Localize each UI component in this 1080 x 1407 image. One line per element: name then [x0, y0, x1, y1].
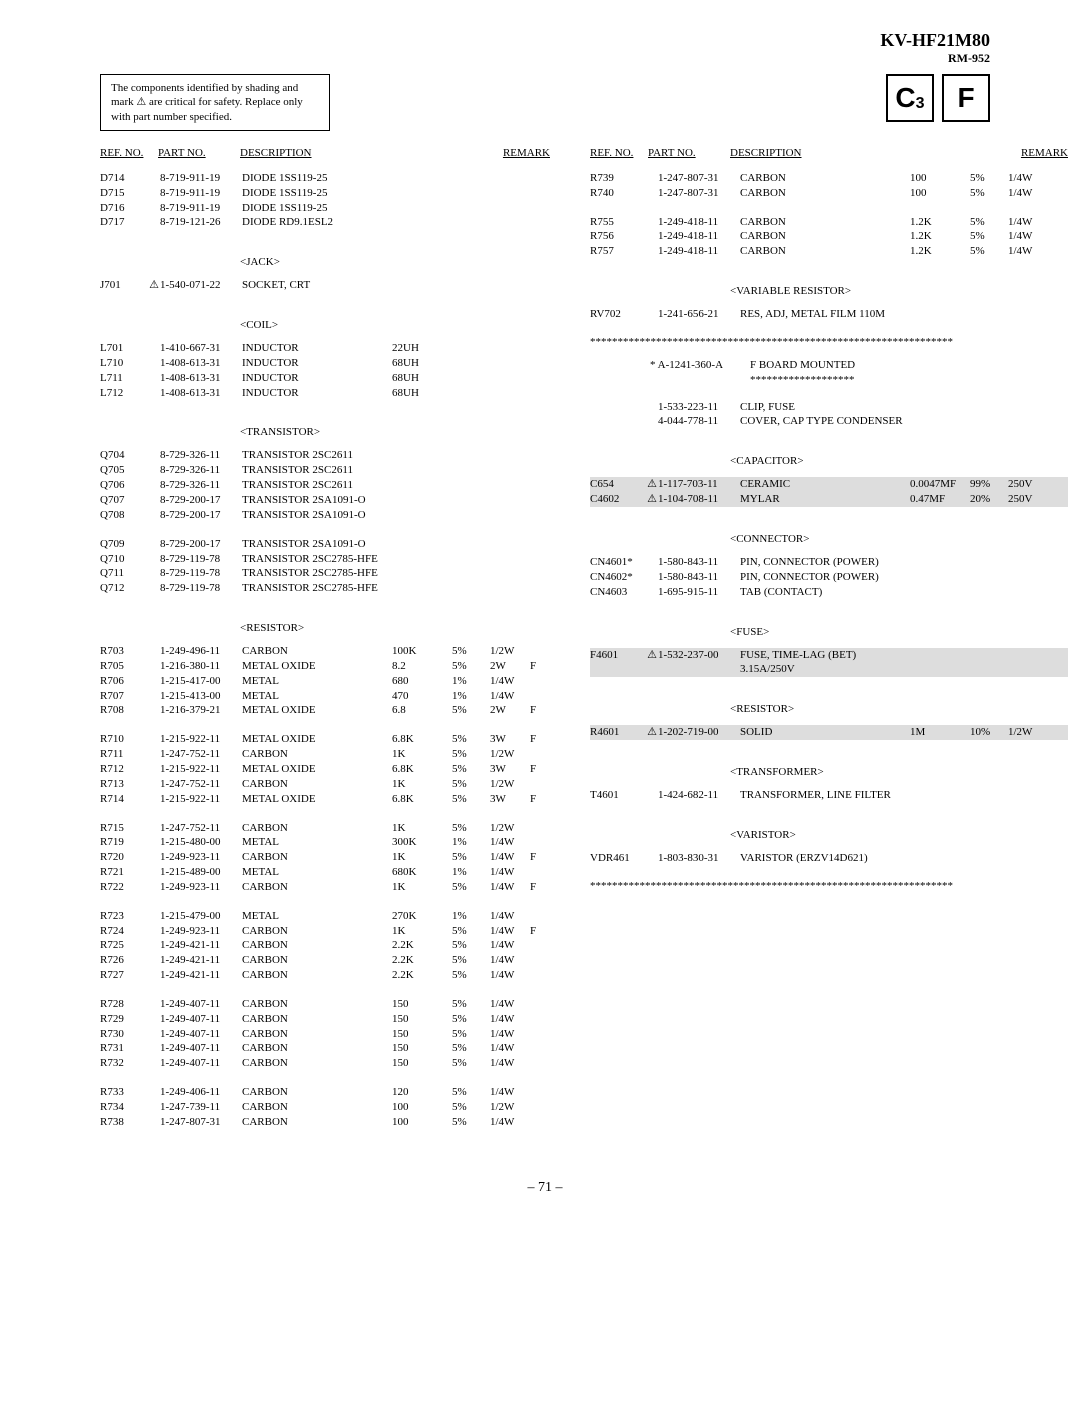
subtitle: RM-952	[100, 51, 990, 66]
section-title: <FUSE>	[730, 626, 1068, 638]
parts-row: Q7118-729-119-78TRANSISTOR 2SC2785-HFE	[100, 566, 550, 581]
parts-row: R7561-249-418-11CARBON1.2K5%1/4W	[590, 229, 1068, 244]
section-title: <TRANSFORMER>	[730, 766, 1068, 778]
parts-row: R7281-249-407-11CARBON1505%1/4W	[100, 997, 550, 1012]
parts-row: R7221-249-923-11CARBON1K5%1/4WF	[100, 880, 550, 895]
parts-row: L7121-408-613-31INDUCTOR68UH	[100, 386, 550, 401]
parts-row: C654⚠1-117-703-11CERAMIC0.0047MF99%250V	[590, 477, 1068, 492]
parts-row: R7061-215-417-00METAL6801%1/4W	[100, 674, 550, 689]
top-row: The components identified by shading and…	[100, 74, 990, 131]
parts-row: R7031-249-496-11CARBON100K5%1/2W	[100, 644, 550, 659]
parts-row: CN46031-695-915-11TAB (CONTACT)	[590, 585, 1068, 600]
parts-row: R7271-249-421-11CARBON2.2K5%1/4W	[100, 968, 550, 983]
parts-row: VDR4611-803-830-31VARISTOR (ERZV14D621)	[590, 851, 1068, 866]
parts-row: R7151-247-752-11CARBON1K5%1/2W	[100, 821, 550, 836]
col-header-left: REF. NO. PART NO. DESCRIPTION REMARK	[100, 147, 550, 159]
badge-f: F	[942, 74, 990, 122]
section-title: <CAPACITOR>	[730, 455, 1068, 467]
parts-row: R7401-247-807-31CARBON1005%1/4W	[590, 186, 1068, 201]
section-title: <COIL>	[240, 319, 550, 331]
parts-row: R7051-216-380-11METAL OXIDE8.25%2WF	[100, 659, 550, 674]
parts-row: R7551-249-418-11CARBON1.2K5%1/4W	[590, 215, 1068, 230]
col-header-right: REF. NO. PART NO. DESCRIPTION REMARK	[590, 147, 1068, 159]
left-column: REF. NO. PART NO. DESCRIPTION REMARK D71…	[100, 147, 550, 1144]
parts-row: L7011-410-667-31INDUCTOR22UH	[100, 341, 550, 356]
section-title: <CONNECTOR>	[730, 533, 1068, 545]
parts-row: Q7058-729-326-11TRANSISTOR 2SC2611	[100, 463, 550, 478]
parts-row: L7101-408-613-31INDUCTOR68UH	[100, 356, 550, 371]
parts-row: Q7098-729-200-17TRANSISTOR 2SA1091-O	[100, 537, 550, 552]
section-title: <JACK>	[240, 256, 550, 268]
parts-row: R7081-216-379-21METAL OXIDE6.85%2WF	[100, 703, 550, 718]
parts-row: R7261-249-421-11CARBON2.2K5%1/4W	[100, 953, 550, 968]
section-title: <TRANSISTOR>	[240, 426, 550, 438]
section-title: <VARISTOR>	[730, 829, 1068, 841]
parts-row: R7311-249-407-11CARBON1505%1/4W	[100, 1041, 550, 1056]
parts-row: R7211-215-489-00METAL680K1%1/4W	[100, 865, 550, 880]
parts-row: Q7068-729-326-11TRANSISTOR 2SC2611	[100, 478, 550, 493]
section-title: <RESISTOR>	[730, 703, 1068, 715]
parts-row: R7381-247-807-31CARBON1005%1/4W	[100, 1115, 550, 1130]
columns: REF. NO. PART NO. DESCRIPTION REMARK D71…	[100, 147, 990, 1144]
parts-row: R7321-249-407-11CARBON1505%1/4W	[100, 1056, 550, 1071]
parts-row: Q7078-729-200-17TRANSISTOR 2SA1091-O	[100, 493, 550, 508]
parts-row: D7168-719-911-19DIODE 1SS119-25	[100, 201, 550, 216]
parts-row: Q7128-729-119-78TRANSISTOR 2SC2785-HFE	[100, 581, 550, 596]
parts-row: CN4602*1-580-843-11PIN, CONNECTOR (POWER…	[590, 570, 1068, 585]
parts-row: T46011-424-682-11TRANSFORMER, LINE FILTE…	[590, 788, 1068, 803]
section-title: <RESISTOR>	[240, 622, 550, 634]
model-number: KV-HF21M80	[100, 30, 990, 51]
parts-row: D7158-719-911-19DIODE 1SS119-25	[100, 186, 550, 201]
parts-row: R7141-215-922-11METAL OXIDE6.8K5%3WF	[100, 792, 550, 807]
parts-row: R4601⚠1-202-719-00SOLID1M10%1/2W	[590, 725, 1068, 740]
parts-row: 1-533-223-11CLIP, FUSE	[590, 400, 1068, 415]
parts-row: R7201-249-923-11CARBON1K5%1/4WF	[100, 850, 550, 865]
parts-row: C4602⚠1-104-708-11MYLAR0.47MF20%250V	[590, 492, 1068, 507]
parts-row: R7231-215-479-00METAL270K1%1/4W	[100, 909, 550, 924]
parts-row: R7101-215-922-11METAL OXIDE6.8K5%3WF	[100, 732, 550, 747]
parts-row: L7111-408-613-31INDUCTOR68UH	[100, 371, 550, 386]
parts-row: Q7108-729-119-78TRANSISTOR 2SC2785-HFE	[100, 552, 550, 567]
parts-row: R7071-215-413-00METAL4701%1/4W	[100, 689, 550, 704]
parts-row: D7178-719-121-26DIODE RD9.1ESL2	[100, 215, 550, 230]
board-note: * A-1241-360-AF BOARD MOUNTED***********…	[650, 358, 1068, 388]
parts-row: R7331-249-406-11CARBON1205%1/4W	[100, 1085, 550, 1100]
parts-row: R7251-249-421-11CARBON2.2K5%1/4W	[100, 938, 550, 953]
parts-row: RV7021-241-656-21RES, ADJ, METAL FILM 11…	[590, 307, 1068, 322]
parts-row: 4-044-778-11COVER, CAP TYPE CONDENSER	[590, 414, 1068, 429]
parts-row: J701⚠1-540-071-22SOCKET, CRT	[100, 278, 550, 293]
parts-row: R7131-247-752-11CARBON1K5%1/2W	[100, 777, 550, 792]
parts-row: D7148-719-911-19DIODE 1SS119-25	[100, 171, 550, 186]
parts-row: Q7088-729-200-17TRANSISTOR 2SA1091-O	[100, 508, 550, 523]
parts-row: R7121-215-922-11METAL OXIDE6.8K5%3WF	[100, 762, 550, 777]
parts-row: Q7048-729-326-11TRANSISTOR 2SC2611	[100, 448, 550, 463]
parts-row: R7301-249-407-11CARBON1505%1/4W	[100, 1027, 550, 1042]
separator-line: ****************************************…	[590, 336, 1068, 348]
page-number: – 71 –	[100, 1180, 990, 1196]
header-right: KV-HF21M80 RM-952	[100, 30, 990, 66]
parts-row: R7391-247-807-31CARBON1005%1/4W	[590, 171, 1068, 186]
parts-row: R7111-247-752-11CARBON1K5%1/2W	[100, 747, 550, 762]
parts-row: F4601⚠1-532-237-00FUSE, TIME-LAG (BET) 3…	[590, 648, 1068, 678]
right-column: REF. NO. PART NO. DESCRIPTION REMARK R73…	[590, 147, 1068, 1144]
parts-row: R7291-249-407-11CARBON1505%1/4W	[100, 1012, 550, 1027]
section-title: <VARIABLE RESISTOR>	[730, 285, 1068, 297]
parts-row: CN4601*1-580-843-11PIN, CONNECTOR (POWER…	[590, 555, 1068, 570]
parts-row: R7341-247-739-11CARBON1005%1/2W	[100, 1100, 550, 1115]
badge-c3: C3	[886, 74, 934, 122]
safety-notice: The components identified by shading and…	[100, 74, 330, 131]
parts-row: R7571-249-418-11CARBON1.2K5%1/4W	[590, 244, 1068, 259]
parts-row: R7241-249-923-11CARBON1K5%1/4WF	[100, 924, 550, 939]
separator-line: ****************************************…	[590, 880, 1068, 892]
badge-row: C3 F	[886, 74, 990, 122]
parts-row: R7191-215-480-00METAL300K1%1/4W	[100, 835, 550, 850]
